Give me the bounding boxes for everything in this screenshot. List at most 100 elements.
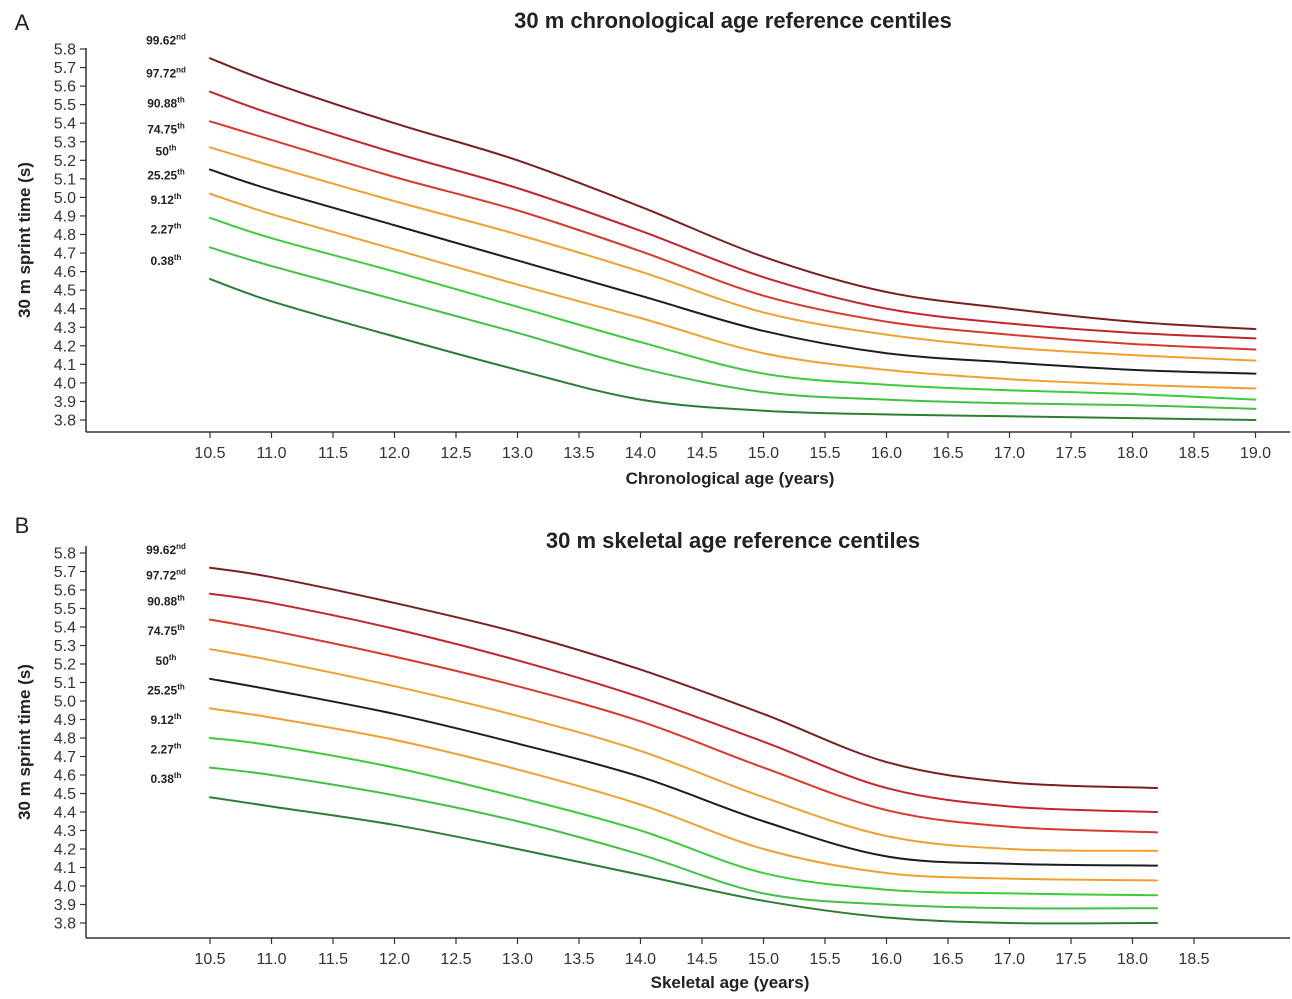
y-tick-label: 4.2 <box>54 842 76 859</box>
centile-value: 97.72 <box>146 569 176 583</box>
centile-value: 74.75 <box>147 624 177 638</box>
x-tick-label: 15.5 <box>809 951 840 968</box>
y-tick-label: 5.0 <box>54 694 76 711</box>
centile-label: 99.62nd <box>146 542 186 557</box>
chart-title: 30 m chronological age reference centile… <box>514 8 952 33</box>
x-tick-label: 16.0 <box>871 445 902 462</box>
y-tick-label: 5.4 <box>54 620 76 637</box>
y-axis-title: 30 m sprint time (s) <box>15 664 34 820</box>
y-tick-label: 5.7 <box>54 564 76 581</box>
centile-label: 50th <box>156 144 177 159</box>
y-tick-label: 5.1 <box>54 171 76 188</box>
y-tick-label: 5.4 <box>54 116 76 133</box>
centile-suffix: nd <box>176 66 186 75</box>
x-tick-label: 18.0 <box>1117 445 1148 462</box>
centile-suffix: th <box>174 771 182 780</box>
centile-value: 74.75 <box>147 122 177 136</box>
centile-value: 50 <box>156 145 170 159</box>
centile-label: 99.62nd <box>146 32 186 47</box>
centile-label: 0.38th <box>151 253 182 268</box>
y-tick-label: 4.3 <box>54 320 76 337</box>
centile-line <box>209 796 1159 925</box>
x-tick-label: 16.0 <box>871 951 902 968</box>
centile-label: 25.25th <box>147 168 185 183</box>
centile-suffix: nd <box>176 568 186 577</box>
centile-value: 99.62 <box>146 33 176 47</box>
centile-label: 97.72nd <box>146 66 186 81</box>
centile-suffix: th <box>169 144 177 153</box>
centile-suffix: th <box>177 682 185 691</box>
x-tick-label: 10.5 <box>194 445 225 462</box>
centile-suffix: nd <box>176 542 186 551</box>
x-tick-label: 17.0 <box>994 951 1025 968</box>
centile-line <box>209 146 1257 362</box>
y-tick-label: 5.3 <box>54 638 76 655</box>
y-tick-label: 4.4 <box>54 301 76 318</box>
y-tick-label: 4.4 <box>54 805 76 822</box>
y-tick-label: 5.2 <box>54 153 76 170</box>
y-tick-label: 5.7 <box>54 60 76 77</box>
centile-label: 0.38th <box>151 771 182 786</box>
y-tick-label: 3.9 <box>54 394 76 411</box>
x-tick-label: 16.5 <box>932 951 963 968</box>
chart-title: 30 m skeletal age reference centiles <box>546 528 920 553</box>
centile-value: 50 <box>156 654 170 668</box>
x-tick-label: 12.5 <box>440 951 471 968</box>
centile-line <box>209 648 1159 852</box>
x-tick-label: 17.5 <box>1055 951 1086 968</box>
y-tick-label: 4.3 <box>54 823 76 840</box>
panel-letter: A <box>15 10 30 35</box>
x-tick-label: 17.5 <box>1055 445 1086 462</box>
y-tick-label: 4.7 <box>54 246 76 263</box>
y-tick-label: 4.5 <box>54 786 76 803</box>
centile-line <box>209 57 1257 331</box>
centile-suffix: th <box>177 95 185 104</box>
y-tick-label: 5.6 <box>54 583 76 600</box>
centile-label: 74.75th <box>147 623 185 638</box>
y-tick-label: 5.5 <box>54 601 76 618</box>
centile-suffix: th <box>174 742 182 751</box>
centile-suffix: th <box>174 192 182 201</box>
x-tick-label: 18.5 <box>1178 445 1209 462</box>
centile-line <box>209 90 1257 340</box>
centile-suffix: th <box>174 221 182 230</box>
centile-value: 9.12 <box>151 193 175 207</box>
y-tick-label: 4.1 <box>54 357 76 374</box>
centile-label: 2.27th <box>151 221 182 236</box>
x-tick-label: 10.5 <box>194 951 225 968</box>
centile-line <box>209 592 1159 813</box>
x-tick-label: 14.5 <box>686 951 717 968</box>
centile-line <box>209 618 1159 834</box>
centile-line <box>209 216 1257 401</box>
x-tick-label: 12.0 <box>379 951 410 968</box>
y-tick-label: 4.0 <box>54 375 76 392</box>
centile-line <box>209 192 1257 390</box>
centile-suffix: th <box>177 623 185 632</box>
x-tick-label: 11.5 <box>318 445 348 462</box>
y-tick-label: 4.9 <box>54 208 76 225</box>
x-tick-label: 14.0 <box>625 445 656 462</box>
centile-label: 50th <box>156 653 177 668</box>
x-tick-label: 11.0 <box>257 951 287 968</box>
centile-line <box>209 766 1159 910</box>
y-tick-label: 4.0 <box>54 879 76 896</box>
centile-label: 2.27th <box>151 742 182 757</box>
x-tick-label: 13.5 <box>563 951 594 968</box>
x-tick-label: 11.5 <box>318 951 348 968</box>
y-tick-label: 5.8 <box>54 42 76 59</box>
y-tick-label: 5.3 <box>54 134 76 151</box>
y-tick-label: 4.8 <box>54 731 76 748</box>
x-tick-label: 12.5 <box>440 445 471 462</box>
chart-panel-b: B 30 m skeletal age reference centiles 3.8… <box>15 513 1290 992</box>
y-tick-label: 4.9 <box>54 712 76 729</box>
centile-value: 2.27 <box>151 743 175 757</box>
centile-suffix: nd <box>176 32 186 41</box>
x-tick-label: 19.0 <box>1240 445 1271 462</box>
y-tick-label: 4.5 <box>54 283 76 300</box>
x-tick-label: 12.0 <box>379 445 410 462</box>
centile-label: 9.12th <box>151 712 182 727</box>
x-tick-label: 11.0 <box>257 445 287 462</box>
y-tick-label: 4.1 <box>54 860 76 877</box>
y-tick-label: 4.6 <box>54 264 76 281</box>
